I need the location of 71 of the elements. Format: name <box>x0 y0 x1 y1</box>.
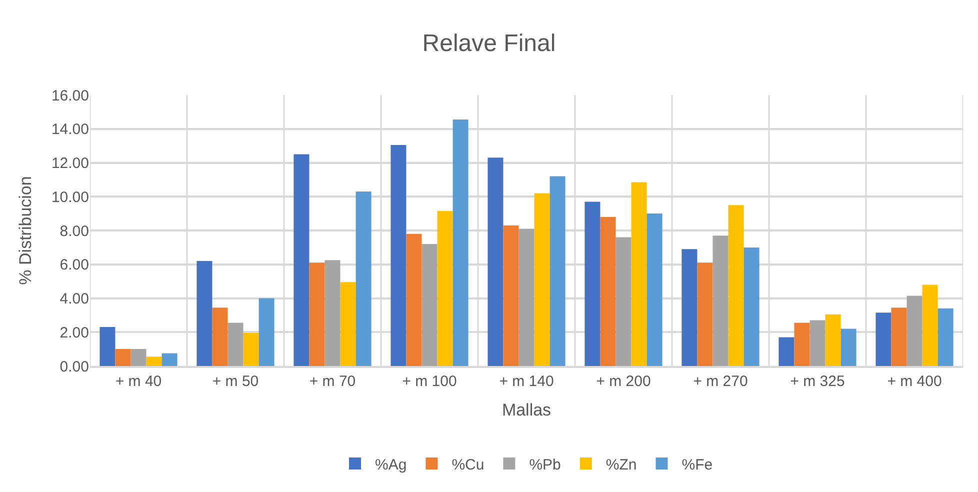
y-tick-label: 14.00 <box>51 121 89 138</box>
x-tick-label: + m 400 <box>887 372 942 390</box>
bar <box>728 205 744 366</box>
bar <box>616 237 632 366</box>
bar <box>534 193 550 366</box>
y-tick-label: 2.00 <box>60 324 89 342</box>
x-tick-label: + m 200 <box>596 372 651 390</box>
bar <box>744 247 760 366</box>
bar <box>406 234 422 366</box>
bar <box>356 192 372 366</box>
bar <box>518 228 534 366</box>
bar <box>891 308 907 366</box>
bar <box>488 158 504 366</box>
y-tick-label: 6.00 <box>60 256 89 274</box>
bar <box>452 120 468 366</box>
y-tick-label: 8.00 <box>60 222 89 240</box>
bar <box>840 328 856 366</box>
bar <box>712 236 728 366</box>
bar <box>584 202 600 366</box>
x-tick-label: + m 270 <box>693 372 748 390</box>
bar <box>646 214 662 366</box>
bar <box>437 211 453 366</box>
legend-label: %Ag <box>375 456 407 474</box>
bar <box>876 312 892 366</box>
legend-label: %Pb <box>529 456 561 474</box>
y-tick-label: 12.00 <box>51 155 89 172</box>
bar <box>938 308 954 366</box>
bar <box>146 356 162 366</box>
bar <box>243 332 259 366</box>
bar <box>115 349 131 366</box>
bar <box>503 225 519 366</box>
x-tick-label: + m 40 <box>115 372 162 390</box>
x-tick-label: + m 70 <box>309 372 356 390</box>
legend-label: %Fe <box>682 456 713 474</box>
bar <box>196 260 212 366</box>
bar <box>922 284 938 366</box>
y-tick-label: 0.00 <box>60 358 89 376</box>
x-tick-label: + m 50 <box>212 372 259 390</box>
x-tick-label: + m 140 <box>499 372 554 390</box>
bar <box>682 249 698 366</box>
x-tick-label: + m 100 <box>402 372 457 390</box>
x-axis-title: Mallas <box>502 400 552 420</box>
bar <box>600 216 616 366</box>
bar <box>212 308 228 366</box>
legend-label: %Zn <box>606 456 637 474</box>
y-tick-label: 10.00 <box>51 188 89 206</box>
bar <box>906 296 922 366</box>
bar <box>825 314 841 366</box>
bar <box>162 353 178 366</box>
bar <box>422 244 438 366</box>
bar <box>228 322 244 366</box>
bar <box>258 298 274 366</box>
bar <box>778 337 794 366</box>
bar <box>697 262 713 366</box>
bar <box>340 282 356 366</box>
bar <box>810 320 826 366</box>
bar <box>550 176 566 366</box>
y-axis-title: % Distribucion <box>16 176 36 285</box>
x-tick-label: + m 325 <box>790 372 845 390</box>
bar <box>309 262 325 366</box>
y-tick-label: 4.00 <box>60 290 89 308</box>
bar <box>294 154 310 366</box>
chart-title: Relave Final <box>422 30 556 58</box>
bar <box>794 322 810 366</box>
y-tick-label: 16.00 <box>51 87 89 104</box>
bar <box>324 260 340 366</box>
bar <box>130 349 146 366</box>
bar <box>100 327 116 366</box>
bar <box>631 182 647 366</box>
bar <box>390 144 406 366</box>
legend-label: %Cu <box>452 456 484 474</box>
